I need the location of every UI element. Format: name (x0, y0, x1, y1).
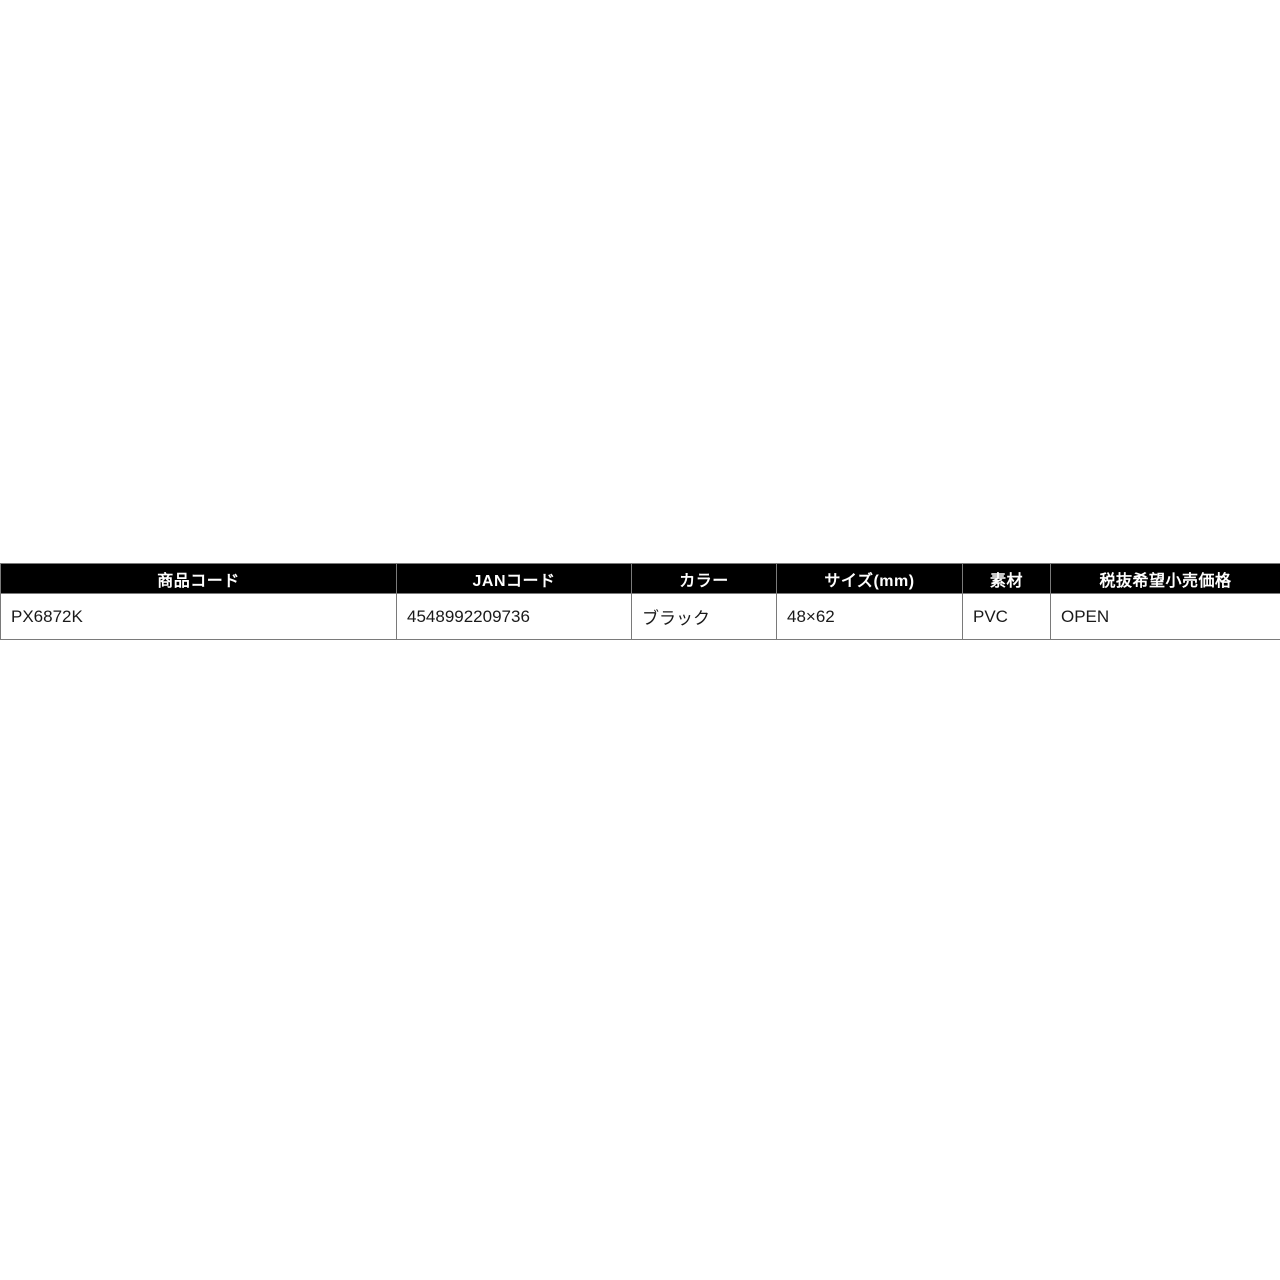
column-header-product-code: 商品コード (0, 563, 397, 594)
table-row: PX6872K 4548992209736 ブラック 48×62 PVC OPE… (0, 593, 1280, 640)
column-header-size-mm: サイズ(mm) (776, 563, 963, 594)
product-spec-section: 商品コード JANコード カラー サイズ(mm) 素材 税抜希望小売価格 PX6… (0, 563, 1280, 640)
column-header-color: カラー (631, 563, 777, 594)
cell-product-code: PX6872K (0, 593, 397, 640)
column-header-jan-code: JANコード (396, 563, 632, 594)
cell-color: ブラック (631, 593, 777, 640)
column-header-msrp: 税抜希望小売価格 (1050, 563, 1280, 594)
product-spec-table: 商品コード JANコード カラー サイズ(mm) 素材 税抜希望小売価格 PX6… (0, 563, 1280, 640)
cell-material: PVC (962, 593, 1051, 640)
cell-price: OPEN (1050, 593, 1280, 640)
column-header-material: 素材 (962, 563, 1051, 594)
cell-jan-code: 4548992209736 (396, 593, 632, 640)
table-header-row: 商品コード JANコード カラー サイズ(mm) 素材 税抜希望小売価格 (0, 563, 1280, 594)
cell-size-mm: 48×62 (776, 593, 963, 640)
